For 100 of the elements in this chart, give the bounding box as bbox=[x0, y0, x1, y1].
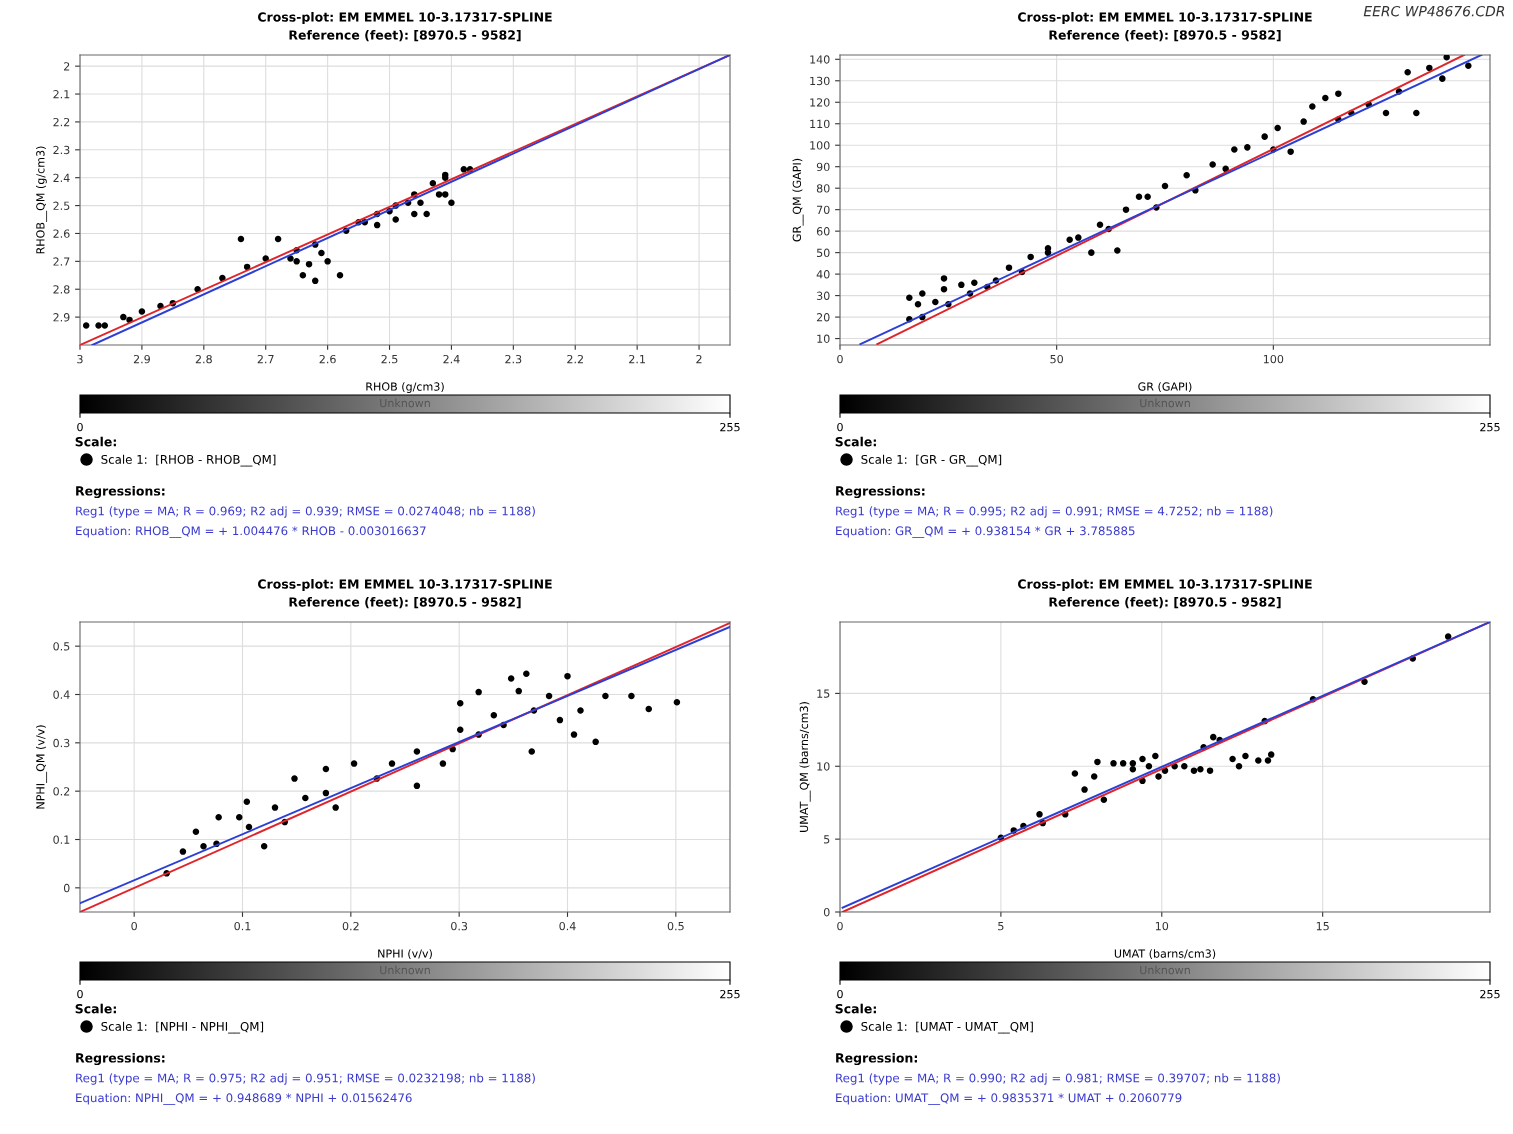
x-tick-label: 2.2 bbox=[567, 354, 583, 364]
x-tick-label: 0.4 bbox=[559, 921, 576, 931]
chart-title: Cross-plot: EM EMMEL 10-3.17317-SPLINE bbox=[258, 579, 552, 592]
text: Regressions: bbox=[76, 485, 165, 499]
chart-title: Cross-plot: EM EMMEL 10-3.17317-SPLINE bbox=[1018, 12, 1312, 25]
chart-subtitle: Reference (feet): [8970.5 - 9582] bbox=[1049, 30, 1281, 42]
y-tick-label: 5 bbox=[824, 835, 830, 844]
x-tick-label: 2.4 bbox=[443, 354, 460, 364]
text: Regressions: bbox=[76, 1052, 165, 1066]
x-tick-label: 0 bbox=[837, 354, 843, 364]
x-tick-label: 2.1 bbox=[629, 354, 645, 364]
x-tick-label: 2.5 bbox=[381, 354, 398, 364]
y-tick-label: 20 bbox=[816, 313, 830, 322]
legend-title: Scale: bbox=[835, 1003, 876, 1014]
x-tick-label: 3 bbox=[77, 354, 83, 364]
y-tick-label: 0.5 bbox=[53, 642, 70, 651]
y-tick-label: 10 bbox=[817, 334, 830, 343]
x-tick-label: 0.3 bbox=[451, 921, 468, 931]
y-axis-title: NPHI__QM (v/v) bbox=[36, 725, 48, 809]
text: Regressions: bbox=[836, 485, 925, 499]
color-bar-label: 0 bbox=[837, 989, 843, 999]
x-tick-label: 50 bbox=[1050, 354, 1063, 364]
legend-label: Scale 1: [RHOB - RHOB__QM] bbox=[101, 454, 276, 467]
y-tick-label: 2.4 bbox=[53, 173, 70, 182]
text: Regression: bbox=[836, 1052, 917, 1066]
x-axis-title: NPHI (v/v) bbox=[378, 949, 432, 960]
x-tick-label: 100 bbox=[1263, 354, 1284, 364]
chart-title: Cross-plot: EM EMMEL 10-3.17317-SPLINE bbox=[1018, 579, 1312, 592]
x-tick-label: 0.1 bbox=[234, 921, 251, 931]
y-axis-title: GR__QM (GAPI) bbox=[792, 158, 804, 242]
legend-title: Scale: bbox=[75, 436, 116, 447]
x-tick-label: 0.5 bbox=[667, 921, 684, 931]
y-tick-label: 60 bbox=[816, 227, 830, 236]
x-axis-title: UMAT (barns/cm3) bbox=[1114, 949, 1216, 960]
text: Equation: RHOB__QM = + 1.004476 * RHOB - 0.003016637 bbox=[76, 526, 426, 538]
y-tick-label: 80 bbox=[816, 184, 830, 193]
y-tick-label: 0.4 bbox=[53, 690, 70, 699]
y-tick-label: 2 bbox=[64, 62, 70, 71]
x-tick-label: 15 bbox=[1316, 922, 1329, 931]
y-tick-label: 2.2 bbox=[53, 117, 70, 127]
chart-subtitle: Reference (feet): [8970.5 - 9582] bbox=[1049, 597, 1281, 609]
y-tick-label: 30 bbox=[816, 291, 830, 300]
text: Equation: NPHI__QM = + 0.948689 * NPHI + 0.01562476 bbox=[76, 1093, 412, 1105]
text: Reg1 (type = MA; R = 0.990; R2 adj = 0.981; RMSE = 0.39707; nb = 1188) bbox=[836, 1073, 1280, 1085]
y-tick-label: 70 bbox=[817, 205, 830, 215]
text: Reg1 (type = MA; R = 0.975; R2 adj = 0.951; RMSE = 0.0232198; nb = 1188) bbox=[76, 1073, 535, 1085]
y-tick-label: 2.3 bbox=[53, 145, 70, 155]
legend-title: Scale: bbox=[75, 1003, 116, 1014]
x-tick-label: 2.6 bbox=[319, 354, 336, 364]
y-axis-title: RHOB__QM (g/cm3) bbox=[36, 146, 48, 254]
y-tick-label: 40 bbox=[816, 270, 830, 279]
x-tick-label: 2.9 bbox=[133, 354, 150, 364]
color-bar-label: 255 bbox=[1480, 989, 1500, 999]
text: Reg1 (type = MA; R = 0.995; R2 adj = 0.991; RMSE = 4.7252; nb = 1188) bbox=[836, 506, 1273, 518]
text: Equation: GR__QM = + 0.938154 * GR + 3.785885 bbox=[836, 526, 1135, 538]
color-bar-label: 0 bbox=[837, 422, 843, 432]
y-tick-label: 140 bbox=[810, 55, 830, 64]
y-tick-label: 10 bbox=[817, 762, 830, 771]
x-tick-label: 2.7 bbox=[257, 354, 274, 364]
text: Equation: UMAT__QM = + 0.9835371 * UMAT + 0.2060779 bbox=[836, 1093, 1182, 1105]
x-tick-label: 2.8 bbox=[195, 354, 212, 364]
y-axis-title: UMAT__QM (barns/cm3) bbox=[799, 702, 811, 832]
x-tick-label: 5 bbox=[998, 922, 1004, 931]
chart-subtitle: Reference (feet): [8970.5 - 9582] bbox=[289, 597, 521, 609]
color-bar-label: 255 bbox=[720, 422, 740, 432]
y-tick-label: 15 bbox=[817, 689, 830, 698]
y-tick-label: 110 bbox=[810, 119, 830, 129]
y-tick-label: 120 bbox=[810, 98, 830, 107]
x-tick-label: 0.2 bbox=[342, 921, 359, 931]
legend-label: Scale 1: [GR - GR__QM] bbox=[861, 454, 1002, 467]
color-bar-label: 255 bbox=[720, 989, 740, 999]
x-tick-label: 0 bbox=[131, 921, 137, 931]
y-tick-label: 0 bbox=[823, 907, 830, 917]
x-tick-label: 10 bbox=[1155, 921, 1169, 931]
color-bar-label: 0 bbox=[77, 422, 83, 432]
x-axis-title: RHOB (g/cm3) bbox=[366, 382, 444, 393]
y-tick-label: 2.7 bbox=[53, 257, 70, 266]
chart-subtitle: Reference (feet): [8970.5 - 9582] bbox=[289, 30, 521, 42]
y-tick-label: 0.2 bbox=[53, 787, 70, 796]
x-tick-label: 0 bbox=[837, 921, 843, 931]
x-tick-label: 2 bbox=[696, 354, 702, 364]
chart-title: Cross-plot: EM EMMEL 10-3.17317-SPLINE bbox=[258, 12, 552, 25]
legend-label: Scale 1: [NPHI - NPHI__QM] bbox=[101, 1021, 264, 1034]
text: EERC WP48676.CDR bbox=[1363, 5, 1505, 17]
color-bar-label: 0 bbox=[77, 989, 83, 999]
y-tick-label: 50 bbox=[817, 248, 830, 258]
color-bar-label: 255 bbox=[1480, 422, 1500, 432]
y-tick-label: 2.6 bbox=[53, 229, 70, 238]
y-tick-label: 130 bbox=[810, 76, 830, 86]
y-tick-label: 90 bbox=[816, 162, 830, 172]
y-tick-label: 100 bbox=[810, 141, 830, 150]
y-tick-label: 2.5 bbox=[53, 201, 70, 210]
text: Reg1 (type = MA; R = 0.969; R2 adj = 0.939; RMSE = 0.0274048; nb = 1188) bbox=[76, 506, 535, 518]
x-axis-title: GR (GAPI) bbox=[1138, 382, 1192, 393]
x-tick-label: 2.3 bbox=[505, 354, 522, 364]
y-tick-label: 2.9 bbox=[53, 313, 70, 322]
legend-title: Scale: bbox=[835, 436, 876, 447]
legend-label: Scale 1: [UMAT - UMAT__QM] bbox=[861, 1021, 1033, 1034]
y-tick-label: 2.1 bbox=[53, 90, 70, 99]
y-tick-label: 2.8 bbox=[53, 285, 70, 294]
